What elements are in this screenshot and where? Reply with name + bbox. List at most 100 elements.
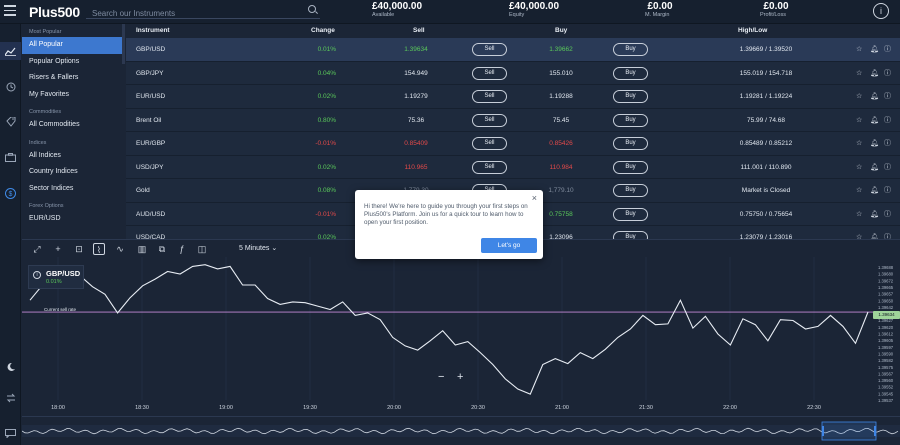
- lets-go-button[interactable]: Let's go: [481, 238, 537, 253]
- briefcase-icon[interactable]: [0, 148, 21, 166]
- sell-button[interactable]: Sell: [472, 66, 507, 80]
- table-row[interactable]: Brent Oil 0.80% 75.36 Sell 75.45 Buy 75.99 / 7…: [126, 109, 900, 132]
- instrument-name[interactable]: GBP/USD: [136, 46, 166, 53]
- trend-icon[interactable]: ∿: [116, 244, 124, 254]
- bell-icon[interactable]: 🔔︎: [870, 210, 879, 218]
- instrument-name[interactable]: USD/JPY: [136, 163, 164, 171]
- instrument-name[interactable]: GBP/JPY: [136, 69, 164, 77]
- indicator-icon[interactable]: ƒ: [179, 244, 185, 254]
- star-icon[interactable]: ☆: [856, 210, 863, 218]
- buy-button[interactable]: Buy: [613, 207, 648, 221]
- info-icon[interactable]: i: [33, 271, 41, 279]
- info-icon[interactable]: i: [873, 3, 889, 19]
- compare-icon[interactable]: ⧉: [158, 244, 166, 254]
- buy-button[interactable]: Buy: [613, 231, 648, 239]
- bell-icon[interactable]: 🔔︎: [870, 187, 879, 194]
- line-chart-icon[interactable]: ⌇: [93, 243, 105, 255]
- instrument-name[interactable]: USD/CAD: [136, 234, 166, 239]
- hamburger-menu-icon[interactable]: [4, 5, 16, 17]
- info-icon[interactable]: ⓘ: [884, 140, 891, 147]
- bell-icon[interactable]: 🔔︎: [870, 116, 879, 124]
- info-icon[interactable]: ⓘ: [884, 46, 891, 53]
- zoom-in-button[interactable]: +: [457, 371, 464, 383]
- bell-icon[interactable]: 🔔︎: [870, 163, 879, 171]
- y-tick-label: 1.39582: [878, 358, 894, 363]
- search-input[interactable]: [86, 6, 296, 21]
- star-icon[interactable]: ☆: [856, 140, 863, 147]
- sidebar-item-all-indices[interactable]: All Indices: [29, 151, 61, 159]
- star-icon[interactable]: ☆: [856, 69, 863, 77]
- info-icon[interactable]: ⓘ: [884, 69, 891, 77]
- star-icon[interactable]: ☆: [856, 187, 863, 194]
- table-row[interactable]: EUR/GBP -0.01% 0.85409 Sell 0.85426 Buy 0.8548…: [126, 132, 900, 156]
- table-row[interactable]: EUR/USD 0.02% 1.19279 Sell 1.19288 Buy 1.19281…: [126, 85, 900, 109]
- instrument-name[interactable]: Brent Oil: [136, 116, 162, 124]
- sidebar-scrollbar[interactable]: [122, 24, 125, 64]
- chart-change: 0.01%: [46, 279, 62, 285]
- bell-icon[interactable]: 🔔︎: [870, 69, 879, 77]
- crosshair-icon[interactable]: +: [55, 244, 61, 254]
- sidebar-item-all-popular[interactable]: All Popular: [22, 37, 124, 54]
- star-icon[interactable]: ☆: [856, 93, 863, 100]
- stat-label: Available: [372, 12, 395, 18]
- table-row[interactable]: GBP/JPY 0.04% 154.949 Sell 155.010 Buy 155.019…: [126, 62, 900, 85]
- buy-button[interactable]: Buy: [613, 184, 648, 197]
- info-icon[interactable]: ⓘ: [884, 210, 891, 218]
- star-icon[interactable]: ☆: [856, 116, 863, 124]
- bell-icon[interactable]: 🔔︎: [870, 234, 879, 239]
- bar-icon[interactable]: ◫: [197, 244, 207, 254]
- fullscreen-icon[interactable]: ⤢: [33, 244, 41, 254]
- sidebar-item-country-indices[interactable]: Country Indices: [29, 168, 78, 175]
- sidebar-item-sector-indices[interactable]: Sector Indices: [29, 184, 74, 192]
- buy-button[interactable]: Buy: [613, 113, 648, 127]
- moon-icon[interactable]: [0, 358, 21, 376]
- info-icon[interactable]: ⓘ: [884, 187, 891, 194]
- info-icon[interactable]: ⓘ: [884, 234, 891, 239]
- table-row[interactable]: USD/JPY 0.02% 110.965 Sell 110.984 Buy 111.001…: [126, 156, 900, 179]
- sell-button[interactable]: Sell: [472, 90, 507, 103]
- zoom-out-button[interactable]: −: [438, 371, 445, 383]
- table-row[interactable]: GBP/USD 0.01% 1.39634 Sell 1.39662 Buy 1.39669…: [126, 38, 900, 62]
- bell-icon[interactable]: 🔔︎: [870, 46, 879, 53]
- sell-button[interactable]: Sell: [472, 113, 507, 127]
- bell-icon[interactable]: 🔔︎: [870, 140, 879, 147]
- sell-button[interactable]: Sell: [472, 137, 507, 150]
- chart-trend-icon[interactable]: [0, 42, 21, 60]
- chart-navigator[interactable]: [21, 416, 900, 445]
- message-icon[interactable]: [0, 424, 21, 442]
- chevron-down-icon: ⌄: [271, 245, 278, 252]
- buy-button[interactable]: Buy: [613, 43, 648, 56]
- buy-button[interactable]: Buy: [613, 137, 648, 150]
- instrument-name[interactable]: Gold: [136, 187, 150, 194]
- sell-button[interactable]: Sell: [472, 160, 507, 174]
- buy-button[interactable]: Buy: [613, 160, 648, 174]
- zoom-fit-icon[interactable]: ⊡: [75, 244, 83, 254]
- transfer-icon[interactable]: [0, 389, 21, 407]
- buy-button[interactable]: Buy: [613, 90, 648, 103]
- sidebar-item-risers-fallers[interactable]: Risers & Fallers: [29, 74, 79, 81]
- bell-icon[interactable]: 🔔︎: [870, 93, 879, 100]
- candles-icon[interactable]: ▥: [137, 244, 147, 254]
- info-icon[interactable]: ⓘ: [884, 93, 891, 100]
- instrument-name[interactable]: AUD/USD: [136, 210, 166, 218]
- buy-button[interactable]: Buy: [613, 66, 648, 80]
- tag-icon[interactable]: [0, 113, 21, 131]
- info-icon[interactable]: ⓘ: [884, 163, 891, 171]
- instrument-name[interactable]: EUR/USD: [136, 93, 166, 100]
- search-icon[interactable]: [308, 5, 316, 13]
- instrument-name[interactable]: EUR/GBP: [136, 140, 166, 147]
- sidebar-item-popular-options[interactable]: Popular Options: [29, 57, 80, 65]
- clock-icon[interactable]: [0, 78, 21, 96]
- sidebar-item-eur-usd[interactable]: EUR/USD: [29, 215, 61, 222]
- col-buy: Buy: [555, 27, 568, 34]
- close-icon[interactable]: ×: [531, 193, 537, 203]
- star-icon[interactable]: ☆: [856, 163, 863, 171]
- sidebar-item-all-commodities[interactable]: All Commodities: [29, 121, 80, 128]
- timeframe-select[interactable]: 5 Minutes ⌄: [239, 243, 277, 255]
- star-icon[interactable]: ☆: [856, 234, 863, 239]
- sidebar-item-my-favorites[interactable]: My Favorites: [29, 90, 70, 98]
- star-icon[interactable]: ☆: [856, 46, 863, 53]
- dollar-icon[interactable]: $: [0, 184, 21, 202]
- sell-button[interactable]: Sell: [472, 43, 507, 56]
- info-icon[interactable]: ⓘ: [884, 116, 891, 124]
